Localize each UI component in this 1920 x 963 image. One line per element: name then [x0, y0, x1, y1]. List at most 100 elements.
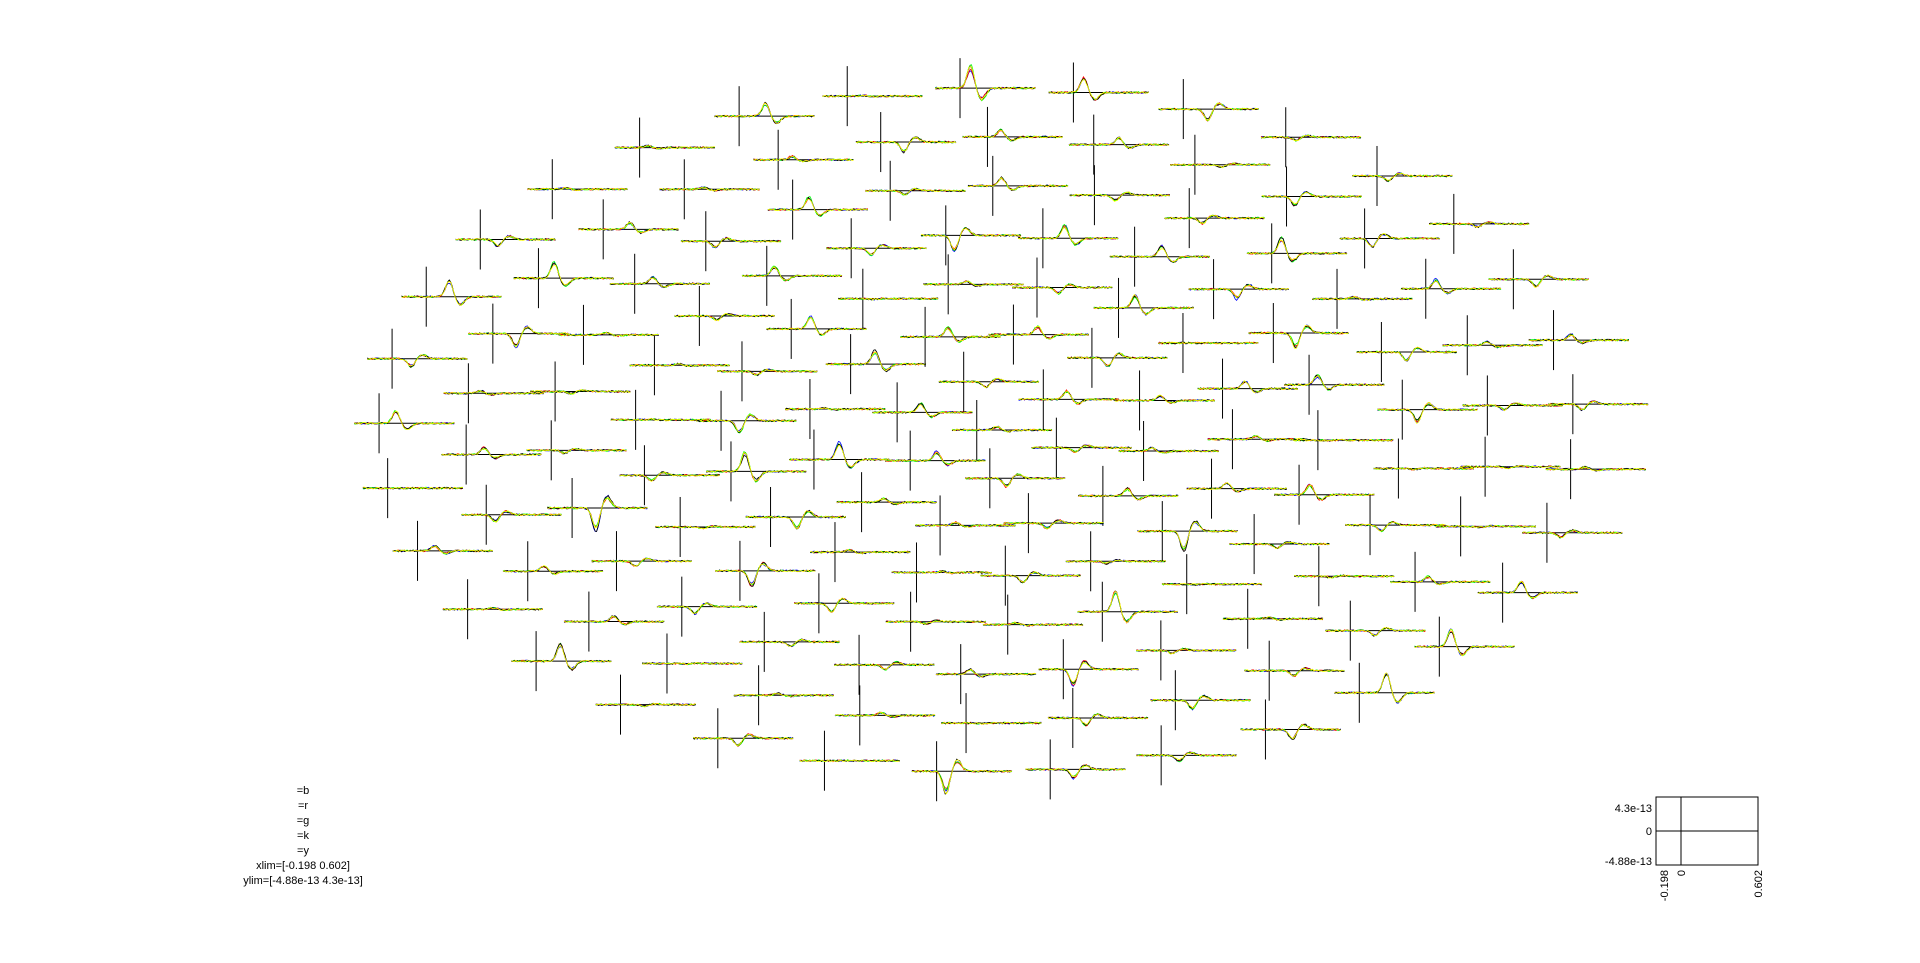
channel-trace-y [1334, 672, 1435, 703]
channel-trace-y [1373, 466, 1474, 471]
channel-trace-y [401, 281, 502, 306]
channel-trace-k [1162, 582, 1263, 586]
channel-axes [1065, 531, 1167, 592]
channel-axes [502, 541, 604, 602]
channel-trace-y [1339, 233, 1441, 247]
channel-axes [865, 160, 966, 221]
channel-axes [1356, 322, 1457, 383]
channel-axes [980, 545, 1081, 606]
channel-trace-g [920, 227, 1022, 252]
channel-trace-y [547, 497, 648, 529]
channel-trace-k [1260, 134, 1361, 141]
channel-axes [1229, 514, 1330, 575]
channel-trace-b [1164, 215, 1265, 224]
channel-trace-y [362, 486, 463, 490]
channel-trace-y [1077, 590, 1178, 624]
channel-trace-y [1414, 628, 1515, 657]
channel-trace-g [1025, 764, 1126, 777]
channel-axes [392, 520, 494, 581]
channel-trace-y [642, 661, 743, 666]
channel-axes [766, 298, 867, 359]
channel-axes [714, 540, 816, 601]
channel-axes [1093, 277, 1194, 338]
channel-trace-b [826, 244, 927, 257]
channel-trace-y [1047, 713, 1149, 725]
channel-axes [1161, 554, 1263, 615]
channel-axes [467, 303, 569, 364]
ylim-label: ylim=[-4.88e-13 4.3e-13] [243, 875, 363, 887]
channel-trace-g [826, 244, 927, 257]
channel-trace-k [1377, 404, 1478, 421]
channel-trace-y [706, 452, 807, 482]
channel-trace-b [511, 646, 612, 669]
channel-trace-y [951, 426, 1053, 433]
channel-trace-k [1197, 381, 1298, 394]
channel-axes [401, 266, 502, 327]
channel-trace-y [1025, 765, 1126, 778]
channel-trace-k [739, 639, 840, 648]
channel-trace-y [834, 711, 936, 718]
channel-trace-g [1186, 482, 1287, 493]
channel-trace-r [547, 497, 648, 528]
channel-trace-r [988, 326, 1089, 339]
channel-trace-b [1077, 592, 1178, 623]
channel-trace-k [367, 354, 468, 368]
channel-trace-r [911, 762, 1013, 790]
channel-axes [1547, 374, 1649, 435]
channel-trace-y [1292, 438, 1394, 442]
channel-trace-y [982, 621, 1084, 627]
channel-trace-y [900, 328, 1001, 343]
channel-trace-k [656, 602, 758, 615]
channel-axes [836, 472, 937, 533]
channel-trace-y [1068, 136, 1170, 150]
channel-trace-b [920, 227, 1021, 253]
channel-trace-y [1545, 465, 1647, 472]
channel-axes [938, 351, 1040, 412]
channel-trace-y [1462, 402, 1563, 411]
channel-axes [362, 458, 464, 519]
channel-trace-k [920, 227, 1022, 251]
channel-trace-y [1400, 280, 1502, 294]
channel-trace-y [789, 445, 890, 468]
channel-axes [1373, 438, 1474, 499]
channel-trace-y [1018, 390, 1119, 405]
channel-trace-r [794, 598, 895, 613]
channel-trace-y [1161, 582, 1263, 586]
channel-trace-g [547, 497, 648, 527]
scale-xtick-zero: 0 [1676, 870, 1688, 876]
channel-trace-y [938, 377, 1040, 389]
channel-trace-g [1093, 296, 1194, 315]
channel-axes [964, 448, 1066, 509]
channel-trace-y [911, 759, 1013, 795]
channel-axes [1428, 193, 1530, 254]
channel-trace-b [1248, 324, 1349, 349]
channel-axes [1442, 315, 1543, 376]
channel-axes [609, 253, 711, 314]
channel-trace-y [967, 177, 1069, 191]
channel-axes [1164, 188, 1265, 249]
channel-trace-k [935, 65, 1036, 101]
channel-axes [1260, 107, 1362, 168]
channel-trace-y [526, 447, 627, 454]
channel-trace-y [1164, 214, 1265, 225]
channel-axes [1197, 358, 1299, 419]
channel-trace-y [714, 102, 815, 124]
channel-trace-r [1261, 191, 1363, 207]
channel-trace-y [443, 389, 544, 396]
channel-trace-y [1222, 616, 1324, 621]
channel-axes [674, 285, 775, 346]
channel-trace-r [1136, 751, 1237, 762]
channel-trace-b [706, 453, 807, 481]
channel-axes [837, 268, 939, 329]
channel-trace-r [1188, 285, 1290, 298]
channel-axes [1488, 249, 1589, 310]
channel-axes [1135, 620, 1237, 681]
channel-axes [753, 129, 854, 190]
channel-axes [885, 591, 987, 652]
channel-trace-y [1093, 294, 1194, 315]
channel-trace-r [789, 443, 890, 469]
channel-trace-y [1390, 576, 1491, 586]
channel-axes [1025, 739, 1126, 800]
channel-trace-g [696, 413, 797, 434]
channel-axes [1186, 458, 1287, 519]
